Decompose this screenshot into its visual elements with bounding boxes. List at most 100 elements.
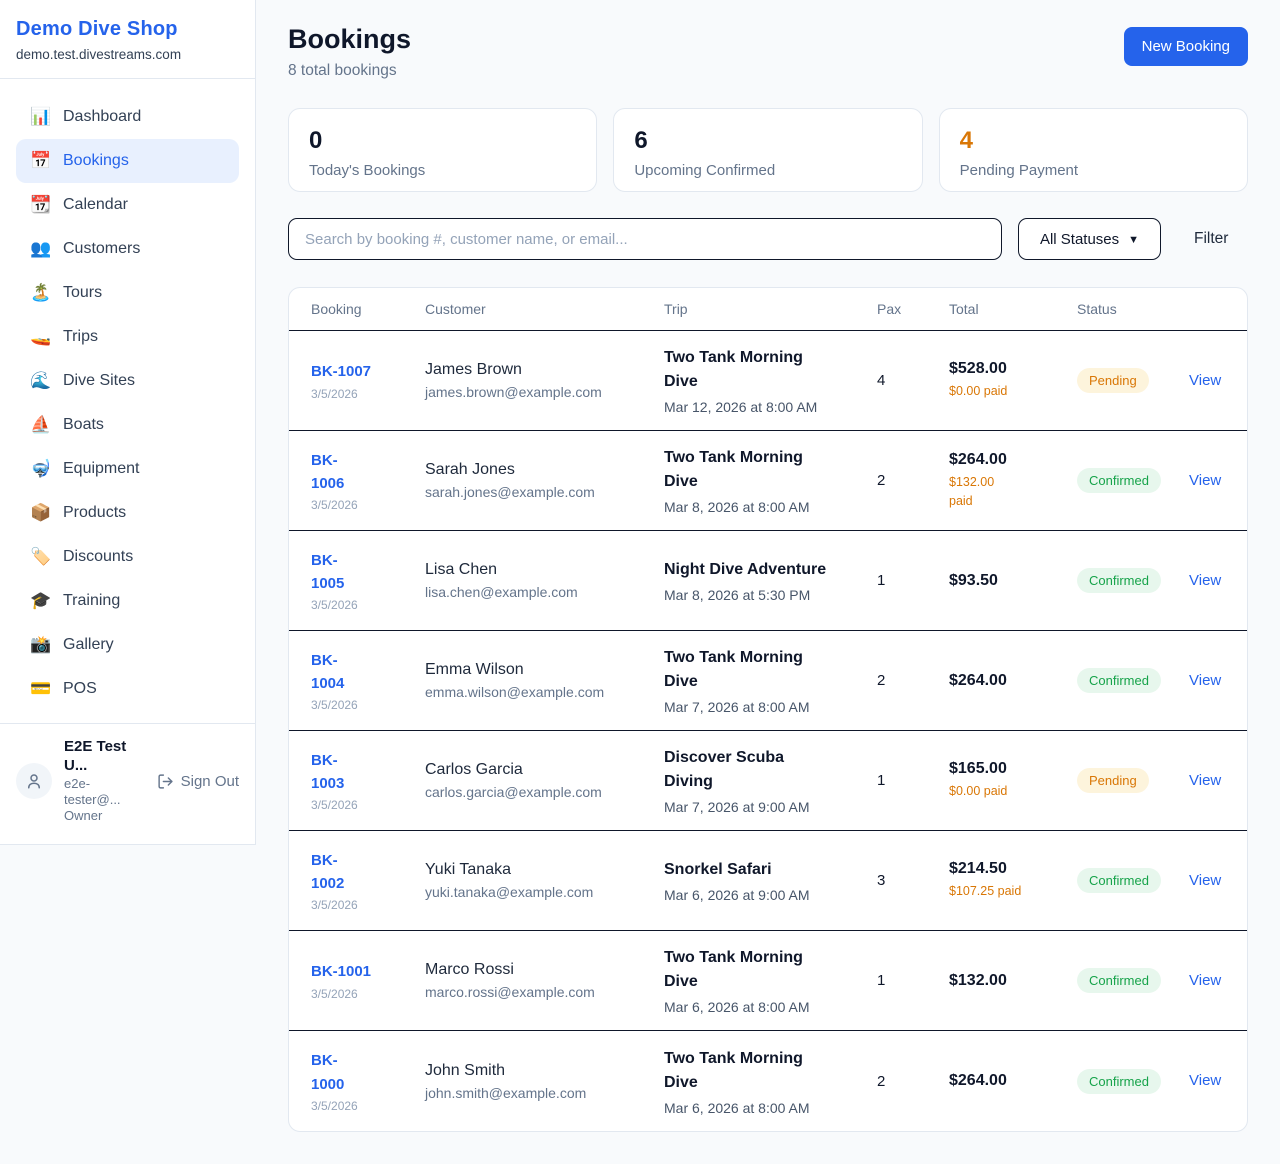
sidebar-item-label: Trips: [63, 328, 98, 345]
total-cell: $528.00 $0.00 paid: [949, 360, 1077, 400]
shop-name: Demo Dive Shop: [16, 18, 178, 40]
pax-count: 1: [877, 972, 886, 989]
customer-email: john.smith@example.com: [425, 1084, 587, 1101]
total-amount: $93.50: [949, 571, 998, 589]
sidebar-item-calendar[interactable]: 📆 Calendar: [16, 183, 239, 227]
view-link[interactable]: View: [1189, 971, 1222, 989]
view-link[interactable]: View: [1189, 671, 1222, 689]
booking-id-link[interactable]: BK- 1000: [311, 1052, 345, 1093]
status-select[interactable]: All Statuses ▼: [1018, 218, 1161, 260]
trip-name: Two Tank Morning Dive: [664, 349, 803, 390]
page-header: Bookings 8 total bookings New Booking: [288, 24, 1248, 80]
products-icon: 📦: [30, 503, 52, 522]
trip-cell: Snorkel Safari Mar 6, 2026 at 9:00 AM: [664, 858, 877, 903]
user-email: e2e-tester@...: [64, 775, 121, 807]
sidebar-item-dashboard[interactable]: 📊 Dashboard: [16, 95, 239, 139]
customers-icon: 👥: [30, 239, 52, 258]
status-badge: Confirmed: [1077, 668, 1161, 693]
view-cell: View: [1189, 672, 1225, 690]
search-input[interactable]: [288, 218, 1002, 260]
total-cell: $214.50 $107.25 paid: [949, 860, 1077, 900]
status-badge: Confirmed: [1077, 468, 1161, 493]
booking-id-link[interactable]: BK- 1003: [311, 751, 345, 792]
pax-count: 4: [877, 372, 886, 389]
sidebar-item-discounts[interactable]: 🏷️ Discounts: [16, 535, 239, 579]
view-link[interactable]: View: [1189, 1072, 1222, 1089]
paid-amount: $0.00 paid: [949, 384, 1008, 399]
sidebar-item-label: Boats: [63, 416, 104, 433]
booking-id-link[interactable]: BK- 1004: [311, 651, 345, 692]
paid-amount: $132.00 paid: [949, 475, 995, 508]
sidebar-item-products[interactable]: 📦 Products: [16, 491, 239, 535]
booking-id-link[interactable]: BK-1001: [311, 963, 372, 981]
view-link[interactable]: View: [1189, 571, 1222, 589]
customer-email: emma.wilson@example.com: [425, 684, 605, 700]
bookings-icon: 📅: [30, 151, 52, 170]
status-cell: Confirmed: [1077, 668, 1189, 693]
customer-name: Sarah Jones: [425, 461, 515, 478]
sidebar-item-label: Dive Sites: [63, 372, 136, 389]
column-header-customer: Customer: [425, 301, 486, 317]
customer-name: Lisa Chen: [425, 561, 498, 578]
sidebar-item-label: Tours: [63, 284, 103, 301]
total-cell: $264.00 $132.00 paid: [949, 451, 1077, 509]
trip-datetime: Mar 6, 2026 at 8:00 AM: [664, 1099, 810, 1116]
trip-cell: Night Dive Adventure Mar 8, 2026 at 5:30 …: [664, 558, 877, 603]
status-cell: Confirmed: [1077, 468, 1189, 493]
view-link[interactable]: View: [1189, 871, 1222, 889]
sidebar-item-customers[interactable]: 👥 Customers: [16, 227, 239, 271]
dive-sites-icon: 🌊: [30, 371, 52, 390]
status-badge: Pending: [1077, 768, 1149, 793]
trip-cell: Two Tank Morning Dive Mar 6, 2026 at 8:00…: [664, 1047, 877, 1116]
column-header-booking: Booking: [311, 301, 362, 317]
booking-id-link[interactable]: BK-1007: [311, 363, 372, 381]
column-header-pax: Pax: [877, 301, 902, 317]
sidebar-item-pos[interactable]: 💳 POS: [16, 667, 239, 711]
customer-cell: Lisa Chen lisa.chen@example.com: [425, 561, 664, 600]
status-badge: Confirmed: [1077, 1068, 1161, 1094]
trip-name: Night Dive Adventure: [664, 561, 827, 578]
total-cell: $93.50: [949, 572, 1077, 590]
status-cell: Confirmed: [1077, 968, 1189, 993]
table-row: BK- 1003 3/5/2026 Carlos Garcia carlos.garc…: [289, 731, 1247, 831]
sidebar-item-boats[interactable]: ⛵ Boats: [16, 403, 239, 447]
table-row: BK- 1000 3/5/2026 John Smith john.smith@exa…: [289, 1031, 1247, 1131]
booking-id-link[interactable]: BK- 1002: [311, 851, 345, 892]
avatar: [16, 763, 52, 800]
sidebar-item-trips[interactable]: 🚤 Trips: [16, 315, 239, 359]
equipment-icon: 🤿: [30, 459, 52, 478]
new-booking-button[interactable]: New Booking: [1123, 27, 1248, 66]
sidebar-item-training[interactable]: 🎓 Training: [16, 579, 239, 623]
column-header-trip: Trip: [664, 301, 688, 317]
chevron-down-icon: ▼: [1128, 234, 1140, 246]
view-link[interactable]: View: [1189, 471, 1222, 489]
total-amount: $165.00: [949, 760, 1007, 778]
booking-date: 3/5/2026: [311, 498, 358, 513]
paid-amount: $107.25 paid: [949, 884, 1022, 899]
training-icon: 🎓: [30, 591, 52, 610]
view-link[interactable]: View: [1189, 371, 1222, 389]
customer-cell: Emma Wilson emma.wilson@example.com: [425, 661, 664, 700]
page-title: Bookings: [288, 24, 412, 54]
sidebar-item-gallery[interactable]: 📸 Gallery: [16, 623, 239, 667]
sidebar-item-tours[interactable]: 🏝️ Tours: [16, 271, 239, 315]
sidebar-item-dive-sites[interactable]: 🌊 Dive Sites: [16, 359, 239, 403]
column-header-status: Status: [1077, 301, 1117, 317]
sidebar-item-label: Equipment: [63, 460, 140, 477]
booking-id-link[interactable]: BK- 1006: [311, 451, 345, 492]
paid-amount: $0.00 paid: [949, 784, 1008, 799]
sidebar-item-equipment[interactable]: 🤿 Equipment: [16, 447, 239, 491]
customer-name: Marco Rossi: [425, 961, 514, 978]
total-amount: $132.00: [949, 971, 1007, 989]
customer-cell: James Brown james.brown@example.com: [425, 361, 664, 400]
filter-button[interactable]: Filter: [1194, 230, 1229, 247]
sidebar-item-label: Calendar: [63, 196, 128, 213]
user-info: E2E Test U... e2e-tester@... Owner: [64, 738, 145, 824]
user-section: E2E Test U... e2e-tester@... Owner Sign …: [0, 724, 255, 844]
sign-out-button[interactable]: Sign Out: [157, 773, 239, 790]
booking-id-link[interactable]: BK- 1005: [311, 551, 345, 592]
total-amount: $264.00: [949, 1072, 1007, 1089]
view-link[interactable]: View: [1189, 771, 1222, 789]
trip-cell: Two Tank Morning Dive Mar 8, 2026 at 8:00…: [664, 446, 877, 515]
sidebar-item-bookings[interactable]: 📅 Bookings: [16, 139, 239, 183]
